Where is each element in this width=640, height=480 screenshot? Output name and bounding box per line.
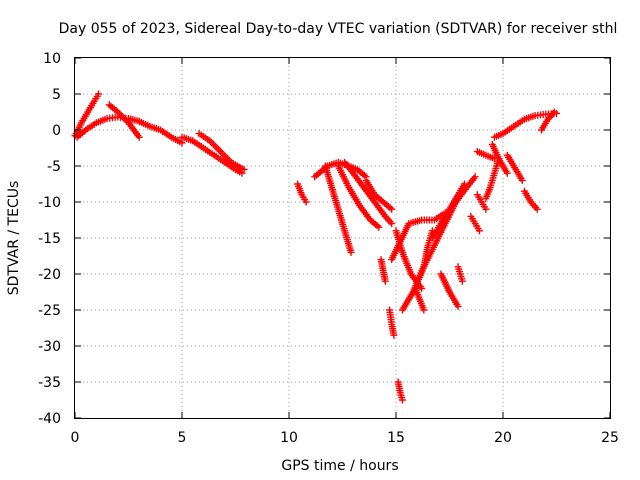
y-tick-label: -40 <box>38 411 61 427</box>
data-point <box>533 205 541 213</box>
data-point <box>471 173 479 181</box>
x-tick-label: 20 <box>494 430 512 446</box>
x-tick-label: 0 <box>71 430 80 446</box>
data-point <box>381 277 389 285</box>
chart-title: Day 055 of 2023, Sidereal Day-to-day VTE… <box>59 21 618 37</box>
data-point <box>413 277 421 285</box>
data-point <box>458 277 466 285</box>
y-tick-label: -10 <box>38 195 61 211</box>
y-tick-label: 10 <box>43 51 61 67</box>
data-points <box>71 90 560 404</box>
y-tick-label: -35 <box>38 375 61 391</box>
data-point <box>454 302 462 310</box>
x-tick-label: 10 <box>280 430 298 446</box>
data-point <box>482 194 490 202</box>
data-point <box>420 306 428 314</box>
data-point <box>550 108 558 116</box>
data-point <box>398 396 406 404</box>
data-point <box>482 205 490 213</box>
y-tick-label: -20 <box>38 267 61 283</box>
data-point <box>503 169 511 177</box>
data-point <box>302 198 310 206</box>
data-point <box>388 205 396 213</box>
x-tick-label: 25 <box>601 430 619 446</box>
y-tick-label: -5 <box>47 159 61 175</box>
y-tick-label: -15 <box>38 231 61 247</box>
y-tick-label: -25 <box>38 303 61 319</box>
y-axis-label: SDTVAR / TECUs <box>6 181 22 296</box>
axis-ticks <box>74 57 611 419</box>
x-tick-label: 15 <box>387 430 405 446</box>
data-point <box>240 166 248 174</box>
x-axis-label: GPS time / hours <box>281 458 398 474</box>
grid <box>75 58 610 418</box>
data-point <box>347 248 355 256</box>
data-point <box>95 90 103 98</box>
data-point <box>418 284 426 292</box>
y-tick-label: -30 <box>38 339 61 355</box>
tick-labels: 0 5 10 15 20 25 10 5 0 -5 -10 -15 -20 -25 -30 -35 -40 <box>38 51 619 446</box>
data-point <box>460 180 468 188</box>
data-point <box>135 133 143 141</box>
data-point <box>375 223 383 231</box>
data-point <box>475 227 483 235</box>
y-tick-label: 5 <box>52 87 61 103</box>
data-point <box>518 176 526 184</box>
data-point <box>390 331 398 339</box>
x-tick-label: 5 <box>178 430 187 446</box>
y-tick-label: 0 <box>52 123 61 139</box>
data-point <box>388 220 396 228</box>
plot-frame <box>74 57 611 419</box>
